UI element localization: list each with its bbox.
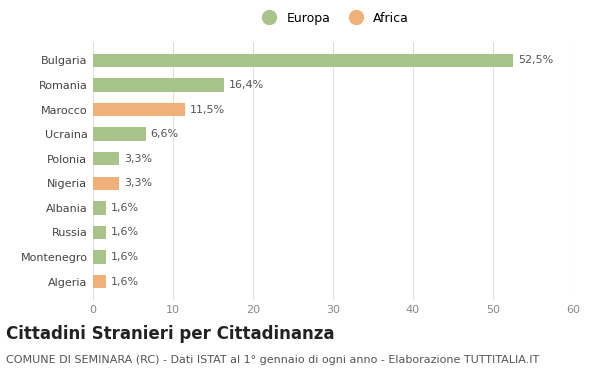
Bar <box>93 226 106 239</box>
Text: 6,6%: 6,6% <box>151 129 179 139</box>
Bar <box>93 127 146 141</box>
Bar <box>93 250 106 264</box>
Bar <box>93 54 513 67</box>
Bar <box>93 103 185 116</box>
Text: 52,5%: 52,5% <box>518 55 553 65</box>
Bar <box>93 201 106 215</box>
Text: 16,4%: 16,4% <box>229 80 264 90</box>
Bar <box>93 152 119 165</box>
Bar <box>93 78 224 92</box>
Text: 11,5%: 11,5% <box>190 105 225 114</box>
Legend: Europa, Africa: Europa, Africa <box>252 7 414 30</box>
Text: 1,6%: 1,6% <box>110 203 139 213</box>
Text: 1,6%: 1,6% <box>110 277 139 287</box>
Bar <box>93 275 106 288</box>
Bar <box>93 177 119 190</box>
Text: 1,6%: 1,6% <box>110 228 139 238</box>
Text: COMUNE DI SEMINARA (RC) - Dati ISTAT al 1° gennaio di ogni anno - Elaborazione T: COMUNE DI SEMINARA (RC) - Dati ISTAT al … <box>6 355 539 365</box>
Text: 3,3%: 3,3% <box>124 178 152 188</box>
Text: 1,6%: 1,6% <box>110 252 139 262</box>
Text: Cittadini Stranieri per Cittadinanza: Cittadini Stranieri per Cittadinanza <box>6 325 335 343</box>
Text: 3,3%: 3,3% <box>124 154 152 164</box>
